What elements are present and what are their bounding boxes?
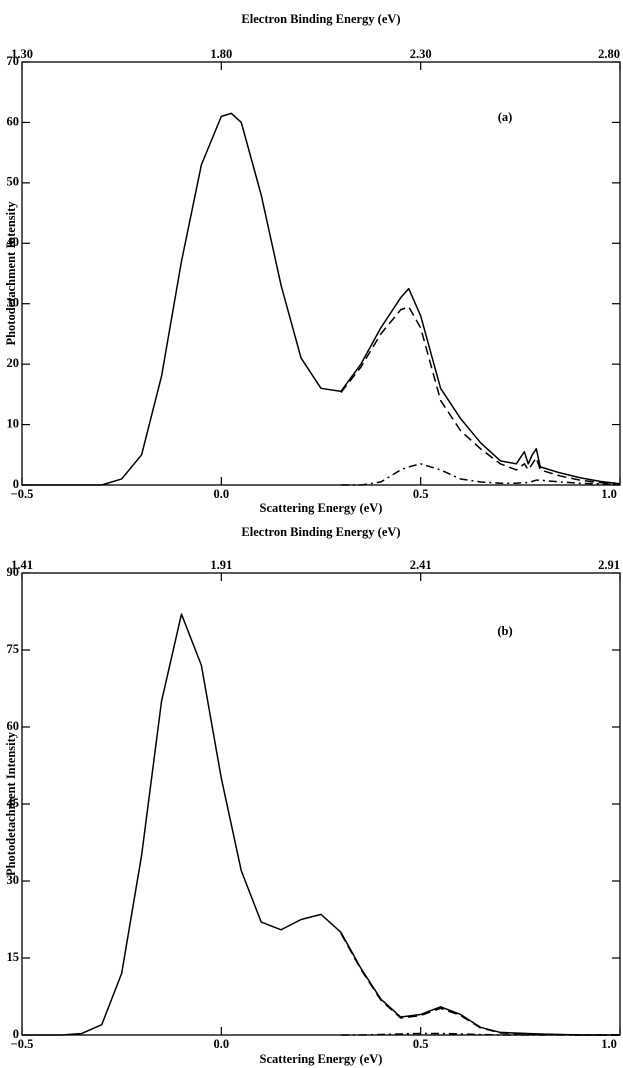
y-tick-label: 60 — [7, 114, 20, 128]
spectrum-line — [340, 1032, 620, 1036]
x2-tick-label: 1.80 — [210, 47, 232, 61]
y-tick-label: 50 — [7, 175, 20, 189]
x-tick-label: 0.5 — [413, 1037, 429, 1051]
y-tick-label: 90 — [7, 565, 20, 579]
y-tick-label: 45 — [7, 796, 20, 810]
x2-tick-label: 2.41 — [410, 558, 432, 572]
x-tick-label: 0.5 — [413, 487, 429, 501]
x-tick-label: 0.0 — [214, 1037, 230, 1051]
y-tick-label: 10 — [7, 416, 20, 430]
y-tick-label: 20 — [7, 356, 20, 370]
x2-tick-label: 2.91 — [598, 558, 620, 572]
x-axis-title: Scattering Energy (eV) — [260, 501, 383, 515]
x-tick-label: −0.5 — [11, 487, 34, 501]
y-tick-label: 0 — [13, 477, 19, 491]
x2-tick-label: 2.30 — [410, 47, 432, 61]
x2-tick-label: 1.41 — [11, 558, 33, 572]
spectrum-line — [340, 932, 620, 1036]
spectrum-line — [22, 112, 621, 486]
y-tick-label: 30 — [7, 873, 20, 887]
spectrum-line — [22, 613, 620, 1036]
panel-label: (a) — [498, 110, 513, 124]
y-tick-label: 70 — [7, 54, 20, 68]
y-tick-label: 30 — [7, 296, 20, 310]
panel-label: (b) — [497, 624, 512, 638]
x-tick-label: −0.5 — [11, 1037, 34, 1051]
x-tick-label: 0.0 — [214, 487, 230, 501]
y-tick-label: 40 — [7, 235, 20, 249]
x2-tick-label: 1.91 — [210, 558, 232, 572]
spectrum-line — [340, 305, 621, 486]
y-axis-title: Photodetachment Intensity — [4, 201, 18, 346]
x-axis-title: Scattering Energy (eV) — [260, 1052, 383, 1066]
y-tick-label: 75 — [7, 642, 20, 656]
y-tick-label: 15 — [7, 950, 20, 964]
y-axis-title: Photodetachment Intensity — [4, 731, 18, 876]
spectrum-line — [340, 463, 621, 486]
plot-frame — [21, 572, 621, 1036]
x-tick-label: 1.0 — [601, 1037, 617, 1051]
y-tick-label: 60 — [7, 719, 20, 733]
x2-axis-title: Electron Binding Energy (eV) — [241, 12, 400, 26]
x2-tick-label: 1.30 — [11, 47, 33, 61]
x2-tick-label: 2.80 — [598, 47, 620, 61]
x-tick-label: 1.0 — [601, 487, 617, 501]
y-tick-label: 0 — [13, 1027, 19, 1041]
x2-axis-title: Electron Binding Energy (eV) — [241, 525, 400, 539]
plot-frame — [21, 61, 621, 486]
